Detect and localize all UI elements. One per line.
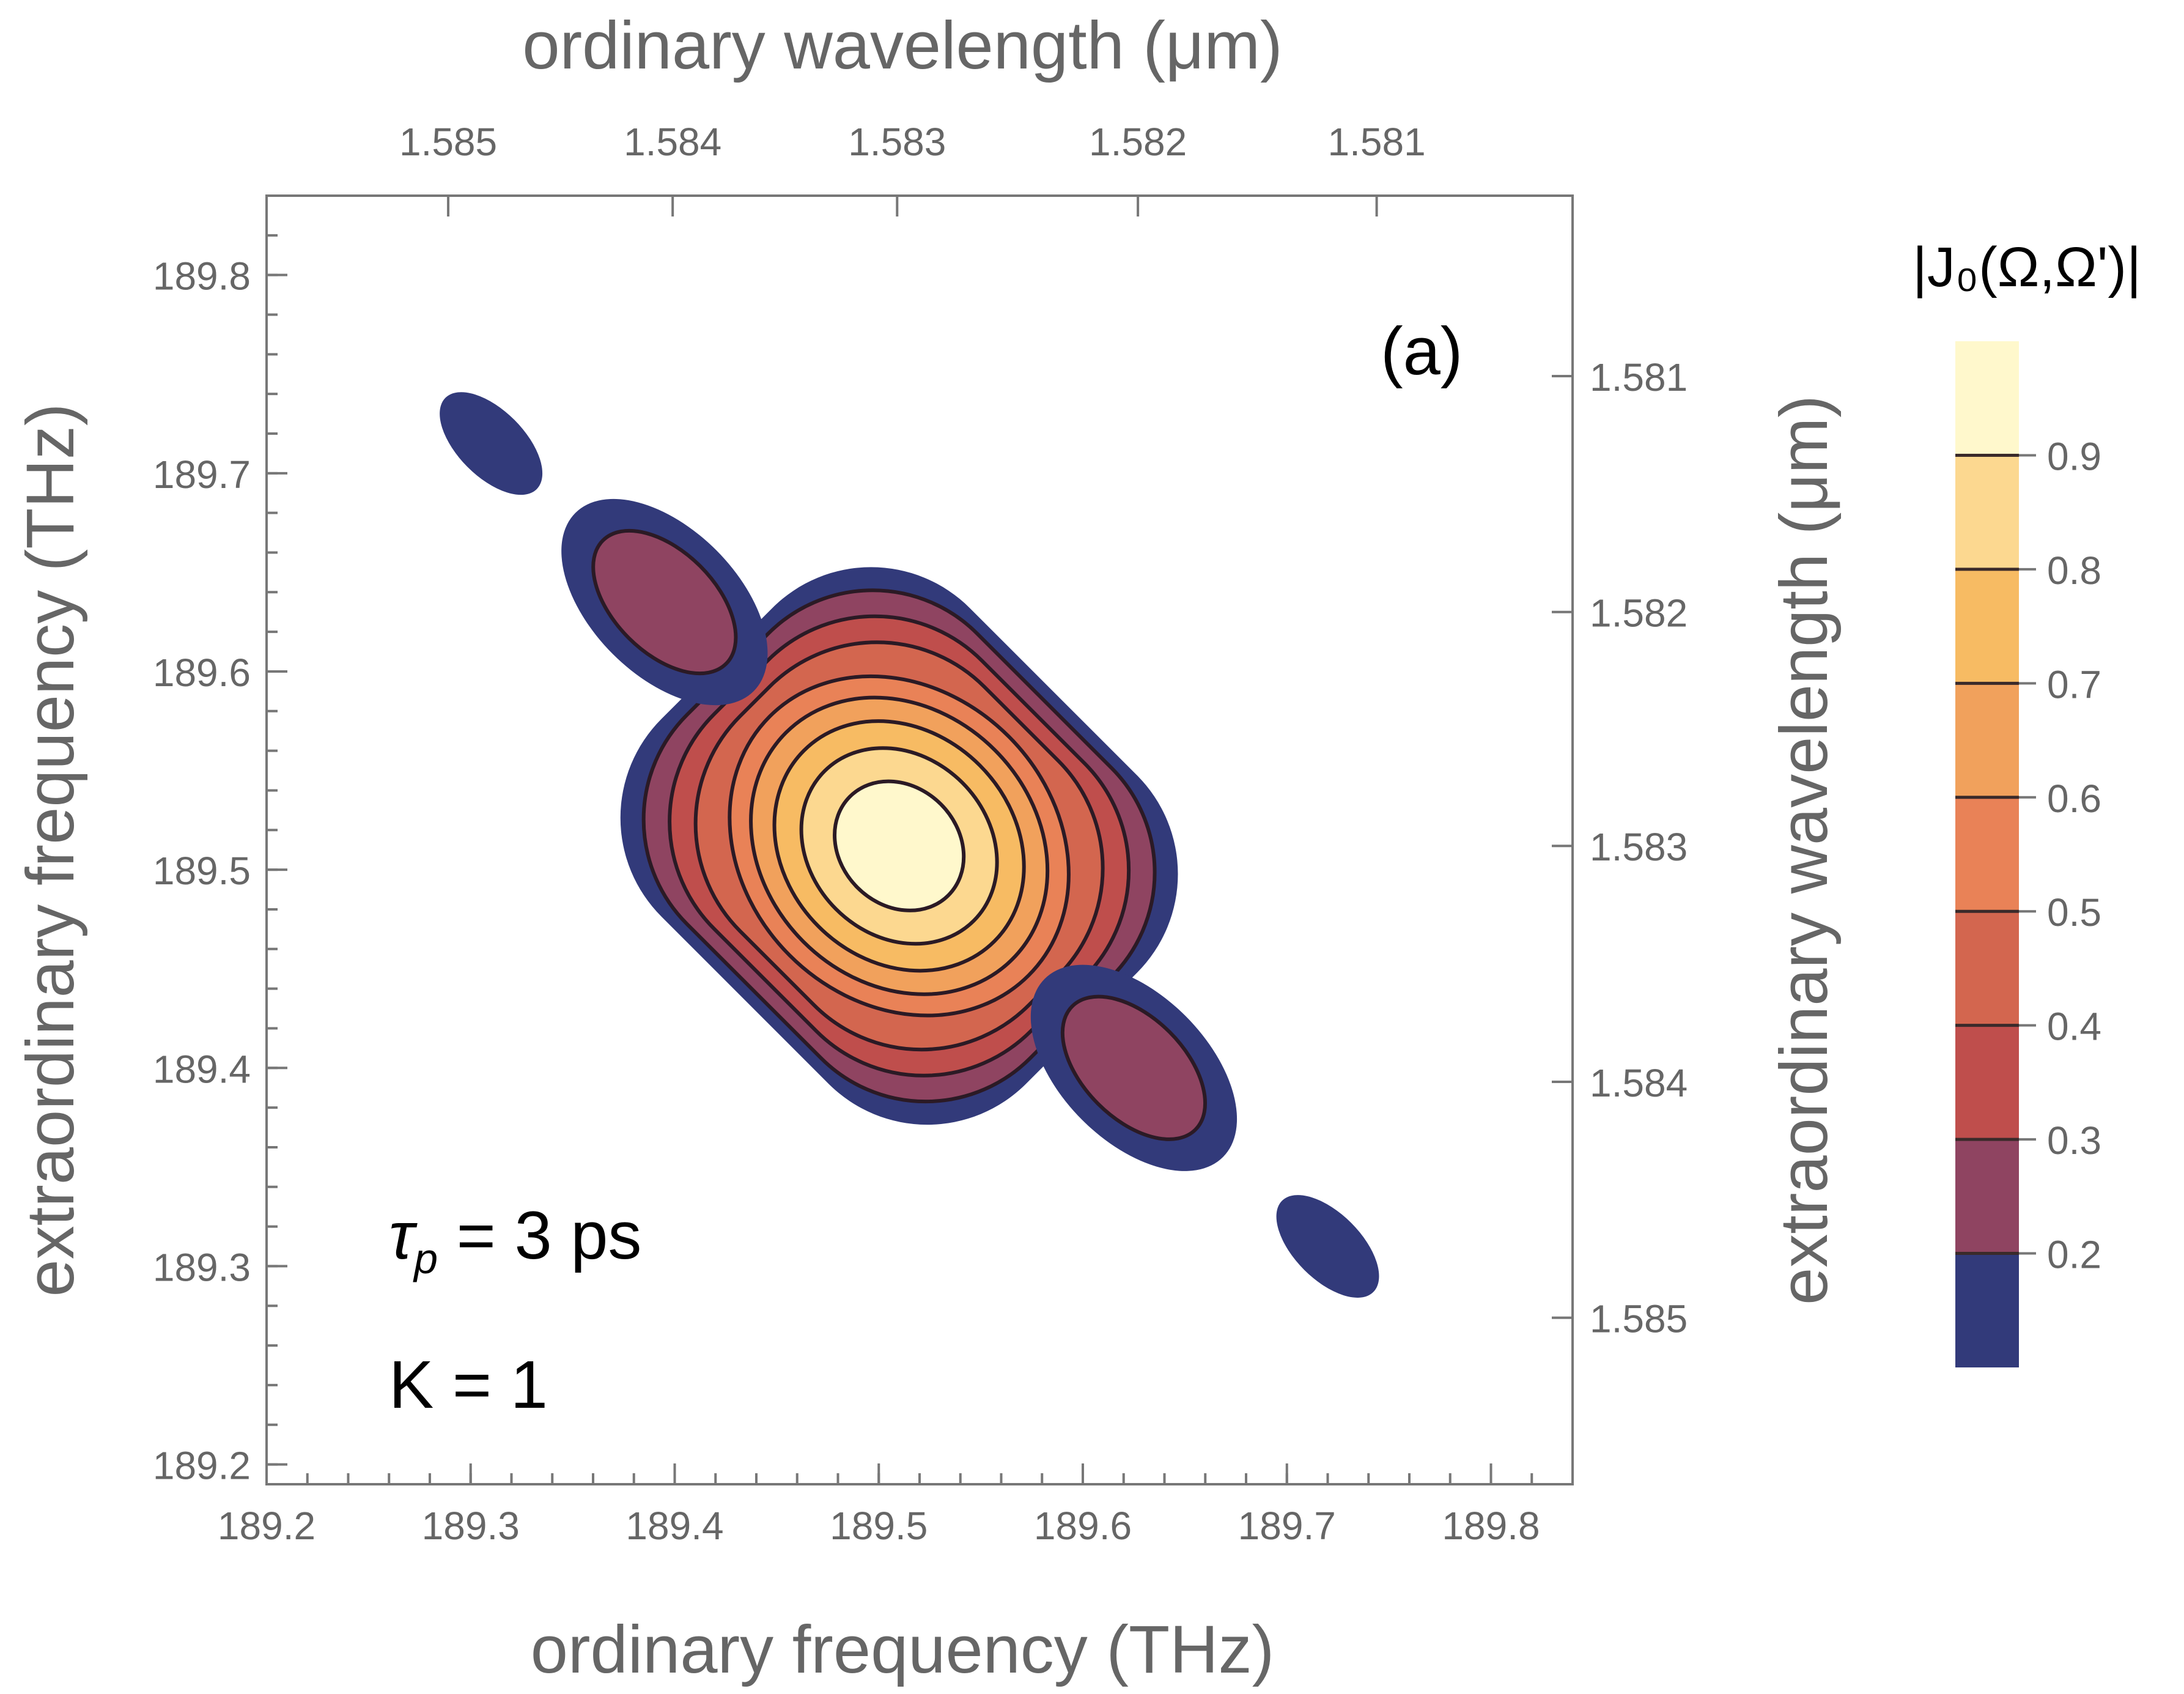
tau-value: = 3 ps: [438, 1198, 641, 1273]
colorbar-band: [1955, 1139, 2019, 1254]
colorbar-tick-label: 0.6: [2047, 777, 2101, 821]
x2-tick-label: 1.584: [624, 120, 721, 164]
y-tick-label: 189.8: [153, 254, 251, 298]
y-tick-label: 189.2: [153, 1444, 251, 1488]
x-tick-label: 189.6: [1034, 1504, 1132, 1548]
x-tick-label: 189.5: [830, 1504, 928, 1548]
tau-subscript: p: [413, 1235, 438, 1282]
colorbar-tick-label: 0.4: [2047, 1005, 2101, 1049]
x2-axis-title: ordinary wavelength (μm): [522, 8, 1282, 83]
y2-tick-label: 1.581: [1590, 355, 1688, 399]
colorbar-band: [1955, 569, 2019, 684]
x-axis-title: ordinary frequency (THz): [531, 1612, 1275, 1687]
k-annotation: K = 1: [389, 1347, 548, 1422]
colorbar-bands: 0.2 0.3 0.4 0.5 0.6 0.7 0.8 0.9: [1955, 341, 2101, 1367]
colorbar-tick-label: 0.5: [2047, 890, 2101, 934]
colorbar-tick-label: 0.2: [2047, 1233, 2101, 1277]
colorbar-band: [1955, 1253, 2019, 1367]
colorbar-tick-label: 0.8: [2047, 549, 2101, 593]
colorbar-tick-label: 0.9: [2047, 434, 2101, 478]
x-tick-label: 189.4: [625, 1504, 723, 1548]
y2-tick-label: 1.583: [1590, 825, 1688, 869]
contour-level-0.20: [591, 528, 738, 676]
colorbar-tick-label: 0.7: [2047, 662, 2101, 706]
x2-tick-label: 1.582: [1089, 120, 1187, 164]
lobe-upper-inner: [561, 498, 768, 706]
colorbar-band: [1955, 797, 2019, 912]
y-tick-label: 189.6: [153, 651, 251, 695]
y2-tick-label: 1.585: [1590, 1297, 1688, 1341]
lobe-center: [620, 567, 1178, 1125]
contour-level-0.90: [833, 779, 966, 912]
tau-symbol: τ: [389, 1198, 418, 1273]
y2-tick-label: 1.582: [1590, 591, 1688, 635]
colorbar-band: [1955, 683, 2019, 797]
colorbar-band: [1955, 1025, 2019, 1140]
colorbar-title: |J₀(Ω,Ω')|: [1913, 236, 2141, 298]
colorbar-band: [1955, 911, 2019, 1026]
lobe-lower-outer: [1276, 1195, 1379, 1298]
y-tick-label: 189.3: [153, 1245, 251, 1289]
lobe-lower-inner: [1030, 964, 1238, 1171]
x-tick-label: 189.3: [422, 1504, 520, 1548]
y2-axis-title: extraordinary wavelength (μm): [1766, 395, 1842, 1305]
x-tick-label: 189.2: [218, 1504, 315, 1548]
colorbar: |J₀(Ω,Ω')| 0.2 0.3 0.4 0.5 0.6 0.7 0.8 0.9: [1913, 236, 2141, 1367]
contour-level-0.12: [1276, 1195, 1379, 1298]
x2-tick-label: 1.583: [848, 120, 946, 164]
colorbar-tick-label: 0.3: [2047, 1119, 2101, 1163]
y2-tick-label: 1.584: [1590, 1061, 1688, 1105]
axis-ticks: 189.2 189.3 189.4 189.5 189.6 189.7 189.8 189.2…: [153, 120, 1688, 1548]
contour-level-0.20: [1060, 994, 1208, 1141]
plot-area: [265, 194, 1574, 1485]
panel-label: (a): [1381, 314, 1463, 389]
x2-tick-label: 1.581: [1328, 120, 1426, 164]
colorbar-band: [1955, 455, 2019, 569]
lobe-upper-outer: [440, 392, 543, 495]
tau-annotation: τp = 3 ps: [389, 1198, 641, 1282]
x2-tick-label: 1.585: [399, 120, 497, 164]
x-tick-label: 189.7: [1238, 1504, 1336, 1548]
contour-level-0.12: [440, 392, 543, 495]
x-tick-label: 189.8: [1442, 1504, 1540, 1548]
y-tick-label: 189.5: [153, 849, 251, 893]
contour-layer: [440, 392, 1379, 1298]
y-tick-label: 189.7: [153, 453, 251, 497]
y-tick-label: 189.4: [153, 1047, 251, 1091]
y-axis-title: extraordinary frequency (THz): [13, 403, 88, 1296]
colorbar-band: [1955, 341, 2019, 456]
